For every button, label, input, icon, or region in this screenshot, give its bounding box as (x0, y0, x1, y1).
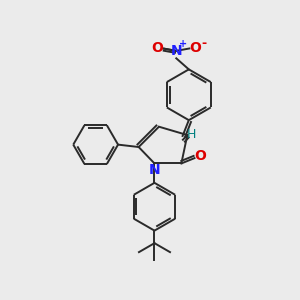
Text: O: O (151, 41, 163, 56)
Text: N: N (148, 163, 160, 177)
Text: H: H (187, 128, 196, 141)
Text: -: - (202, 37, 207, 50)
Text: O: O (190, 41, 201, 56)
Text: O: O (194, 149, 206, 163)
Text: N: N (170, 44, 182, 58)
Text: +: + (179, 39, 187, 49)
